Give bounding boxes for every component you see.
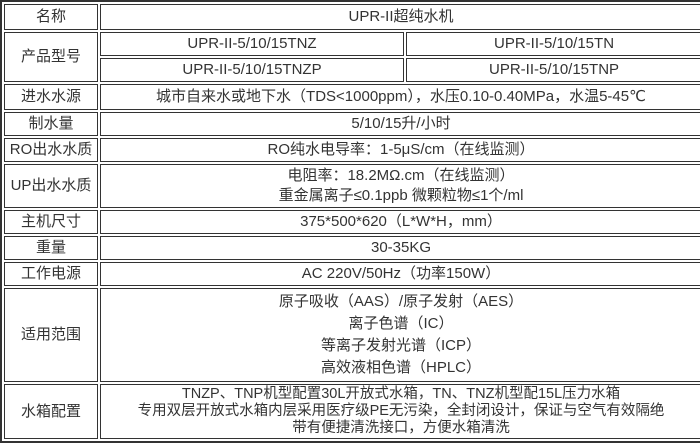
row-label: UP出水水质 [4, 164, 98, 208]
row-label: 制水量 [4, 112, 98, 136]
model-cell: UPR-II-5/10/15TNZP [100, 58, 404, 82]
row-value: RO纯水电导率：1-5μS/cm（在线监测） [100, 138, 700, 162]
table-row-model-2: UPR-II-5/10/15TNZP UPR-II-5/10/15TNP [4, 58, 700, 82]
model-cell: UPR-II-5/10/15TN [406, 32, 700, 56]
table-row-name: 名称 UPR-II超纯水机 [4, 4, 700, 30]
table-row-output: 制水量 5/10/15升/小时 [4, 112, 700, 136]
table-row-up-quality: UP出水水质 电阻率：18.2MΩ.cm（在线监测） 重金属离子≤0.1ppb … [4, 164, 700, 208]
table-row-ro-quality: RO出水水质 RO纯水电导率：1-5μS/cm（在线监测） [4, 138, 700, 162]
row-value: 375*500*620（L*W*H，mm） [100, 210, 700, 234]
value-line: 专用双层开放式水箱内层采用医疗级PE无污染，全封闭设计，保证与空气有效隔绝 [137, 403, 665, 419]
value-line: 重金属离子≤0.1ppb 微颗粒物≤1个/ml [278, 187, 524, 204]
table-row-power: 工作电源 AC 220V/50Hz（功率150W） [4, 262, 700, 286]
value-line: 等离子发射光谱（ICP） [321, 337, 482, 354]
row-label: 水箱配置 [4, 384, 98, 439]
row-label: 工作电源 [4, 262, 98, 286]
row-value: 5/10/15升/小时 [100, 112, 700, 136]
value-line: TNZP、TNP机型配置30L开放式水箱，TN、TNZ机型配15L压力水箱 [181, 386, 621, 402]
row-label: 产品型号 [4, 32, 98, 82]
row-label: 适用范围 [4, 288, 98, 382]
row-label: 重量 [4, 236, 98, 260]
table-row-model-1: 产品型号 UPR-II-5/10/15TNZ UPR-II-5/10/15TN [4, 32, 700, 82]
row-value: TNZP、TNP机型配置30L开放式水箱，TN、TNZ机型配15L压力水箱 专用… [100, 384, 700, 439]
value-line: 电阻率：18.2MΩ.cm（在线监测） [287, 167, 515, 184]
row-label: 进水水源 [4, 84, 98, 110]
row-label: 主机尺寸 [4, 210, 98, 234]
row-label: RO出水水质 [4, 138, 98, 162]
row-value: UPR-II超纯水机 [100, 4, 700, 30]
row-value: 原子吸收（AAS）/原子发射（AES） 离子色谱（IC） 等离子发射光谱（ICP… [100, 288, 700, 382]
table-row-scope: 适用范围 原子吸收（AAS）/原子发射（AES） 离子色谱（IC） 等离子发射光… [4, 288, 700, 382]
row-value: AC 220V/50Hz（功率150W） [100, 262, 700, 286]
row-value: 30-35KG [100, 236, 700, 260]
model-cell: UPR-II-5/10/15TNZ [100, 32, 404, 56]
table-row-size: 主机尺寸 375*500*620（L*W*H，mm） [4, 210, 700, 234]
model-cell: UPR-II-5/10/15TNP [406, 58, 700, 82]
row-value: 电阻率：18.2MΩ.cm（在线监测） 重金属离子≤0.1ppb 微颗粒物≤1个… [100, 164, 700, 208]
table-row-source: 进水水源 城市自来水或地下水（TDS<1000ppm），水压0.10-0.40M… [4, 84, 700, 110]
value-line: 高效液相色谱（HPLC） [321, 359, 482, 376]
table-row-tank: 水箱配置 TNZP、TNP机型配置30L开放式水箱，TN、TNZ机型配15L压力… [4, 384, 700, 439]
table-row-weight: 重量 30-35KG [4, 236, 700, 260]
value-line: 离子色谱（IC） [348, 315, 454, 332]
value-line: 原子吸收（AAS）/原子发射（AES） [278, 293, 524, 310]
value-line: 带有便捷清洗接口，方便水箱清洗 [292, 420, 510, 436]
row-value: 城市自来水或地下水（TDS<1000ppm），水压0.10-0.40MPa，水温… [100, 84, 700, 110]
row-label: 名称 [4, 4, 98, 30]
